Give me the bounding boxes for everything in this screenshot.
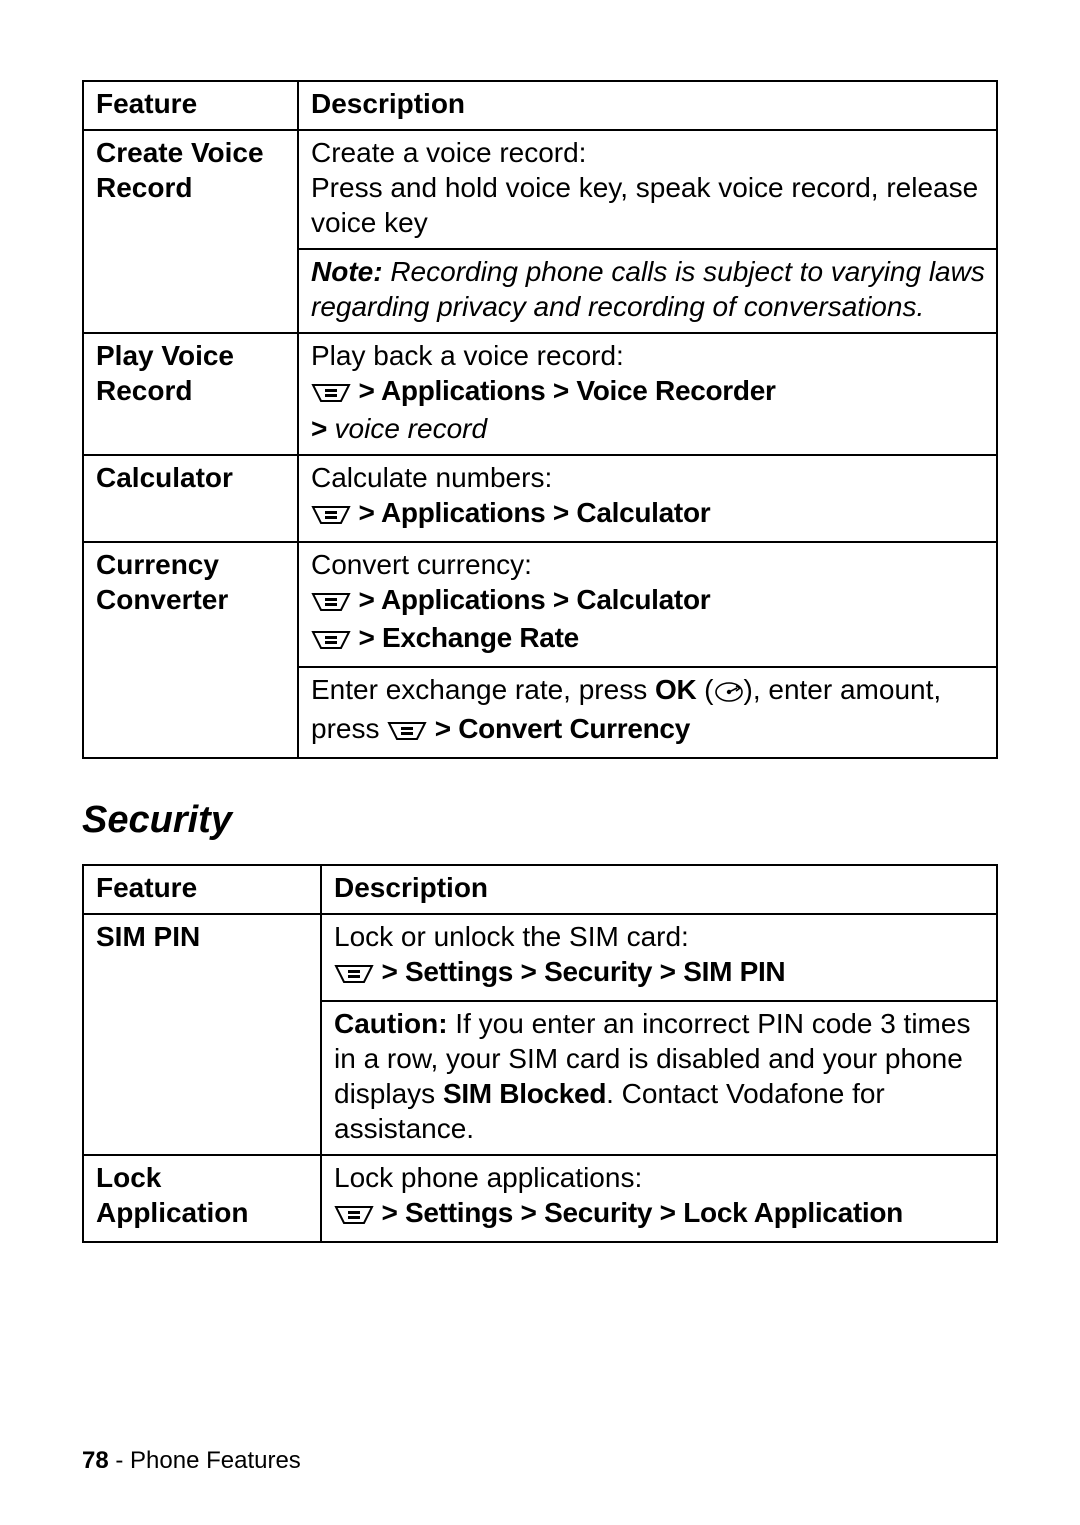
feature-description: Convert currency: > Applications > Calcu…: [298, 542, 997, 667]
page: Feature Description Create Voice Record …: [0, 0, 1080, 1525]
feature-name: Currency Converter: [83, 542, 298, 758]
page-footer: 78 - Phone Features: [82, 1447, 301, 1475]
features-table-2: Feature Description SIM PIN Lock or unlo…: [82, 864, 998, 1243]
desc-text: Enter exchange rate, press: [311, 674, 655, 705]
menu-key-icon: [387, 714, 427, 749]
footer-sep: -: [109, 1447, 130, 1474]
col-header-feature: Feature: [83, 865, 321, 914]
note-text: Recording phone calls is subject to vary…: [311, 256, 985, 322]
desc-line: Press and hold voice key, speak voice re…: [311, 172, 978, 238]
nav-item: SIM PIN: [683, 956, 785, 987]
footer-section: Phone Features: [130, 1447, 301, 1474]
table-row: Currency Converter Convert currency: > A…: [83, 542, 997, 667]
feature-caution: Caution: If you enter an incorrect PIN c…: [321, 1001, 997, 1155]
nav-item: Security: [544, 956, 652, 987]
table-row: Play Voice Record Play back a voice reco…: [83, 333, 997, 455]
nav-item: Applications: [381, 497, 545, 528]
nav-item: Applications: [381, 584, 545, 615]
feature-description: Lock phone applications: > Settings > Se…: [321, 1155, 997, 1242]
menu-key-icon: [311, 623, 351, 658]
feature-description: Enter exchange rate, press OK (), enter …: [298, 667, 997, 758]
nav-item: Calculator: [576, 497, 710, 528]
nav-item: Applications: [381, 375, 545, 406]
table-row: Lock Application Lock phone applications…: [83, 1155, 997, 1242]
nav-sep: >: [351, 375, 381, 406]
caution-code: SIM Blocked: [443, 1078, 606, 1109]
desc-line: Play back a voice record:: [311, 340, 624, 371]
nav-sep: >: [545, 375, 576, 406]
menu-key-icon: [311, 498, 351, 533]
table-row: Create Voice Record Create a voice recor…: [83, 130, 997, 249]
nav-item: Settings: [405, 1197, 513, 1228]
nav-item: Lock Application: [683, 1197, 903, 1228]
feature-name: Calculator: [83, 455, 298, 542]
menu-key-icon: [334, 1198, 374, 1233]
feature-note: Note: Recording phone calls is subject t…: [298, 249, 997, 333]
nav-sep: >: [351, 622, 382, 653]
nav-sep: >: [427, 713, 458, 744]
nav-sep: >: [513, 1197, 544, 1228]
desc-line: Create a voice record:: [311, 137, 586, 168]
nav-sep: >: [545, 584, 576, 615]
nav-item-variable: voice record: [335, 413, 488, 444]
col-header-description: Description: [321, 865, 997, 914]
section-heading-security: Security: [82, 799, 998, 842]
ok-label: OK: [655, 674, 696, 705]
ok-dial-icon: [714, 676, 744, 711]
desc-line: Lock phone applications:: [334, 1162, 642, 1193]
table-row: SIM PIN Lock or unlock the SIM card: > S…: [83, 914, 997, 1001]
desc-text: (: [696, 674, 713, 705]
note-label: Note:: [311, 256, 383, 287]
nav-item: Security: [544, 1197, 652, 1228]
nav-item: Settings: [405, 956, 513, 987]
feature-name: Play Voice Record: [83, 333, 298, 455]
desc-line: Convert currency:: [311, 549, 532, 580]
nav-sep: >: [652, 1197, 683, 1228]
nav-sep: >: [652, 956, 683, 987]
features-table-1: Feature Description Create Voice Record …: [82, 80, 998, 759]
nav-sep: >: [545, 497, 576, 528]
feature-description: Create a voice record: Press and hold vo…: [298, 130, 997, 249]
feature-name: Lock Application: [83, 1155, 321, 1242]
feature-description: Lock or unlock the SIM card: > Settings …: [321, 914, 997, 1001]
menu-key-icon: [334, 957, 374, 992]
nav-sep: >: [351, 584, 381, 615]
nav-sep: >: [513, 956, 544, 987]
table-header-row: Feature Description: [83, 81, 997, 130]
menu-key-icon: [311, 376, 351, 411]
col-header-description: Description: [298, 81, 997, 130]
col-header-feature: Feature: [83, 81, 298, 130]
nav-sep: >: [374, 1197, 405, 1228]
feature-description: Play back a voice record: > Applications…: [298, 333, 997, 455]
nav-sep: >: [374, 956, 405, 987]
nav-item: Voice Recorder: [576, 375, 775, 406]
nav-item: Exchange Rate: [382, 622, 579, 653]
nav-item: Calculator: [576, 584, 710, 615]
feature-name: SIM PIN: [83, 914, 321, 1155]
feature-name: Create Voice Record: [83, 130, 298, 333]
feature-description: Calculate numbers: > Applications > Calc…: [298, 455, 997, 542]
nav-sep: >: [351, 497, 381, 528]
nav-sep: >: [311, 413, 335, 444]
menu-key-icon: [311, 585, 351, 620]
desc-line: Calculate numbers:: [311, 462, 552, 493]
page-number: 78: [82, 1447, 109, 1474]
caution-label: Caution:: [334, 1008, 448, 1039]
nav-item: Convert Currency: [458, 713, 690, 744]
desc-line: Lock or unlock the SIM card:: [334, 921, 689, 952]
table-header-row: Feature Description: [83, 865, 997, 914]
table-row: Calculator Calculate numbers: > Applicat…: [83, 455, 997, 542]
